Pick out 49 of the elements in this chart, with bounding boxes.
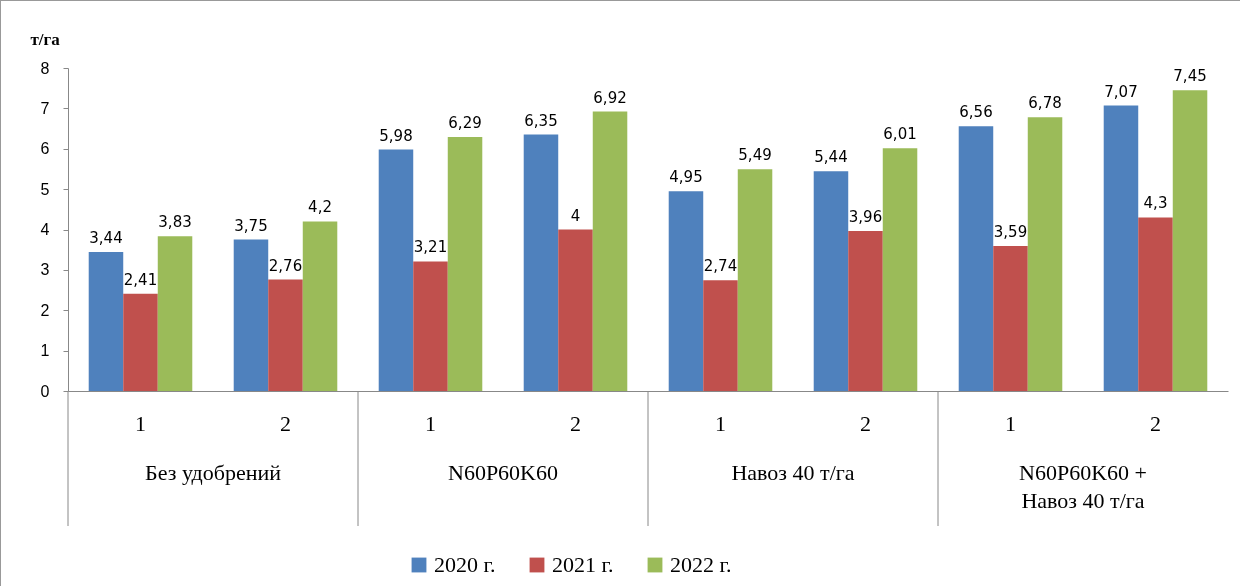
x-tick-label: 2 (280, 410, 291, 436)
data-label: 4,95 (669, 168, 703, 187)
x-tick-label: 1 (425, 410, 436, 436)
x-tick-label: 1 (1005, 410, 1016, 436)
text: N60P60K60 (447, 460, 559, 485)
data-label: 3,59 (993, 223, 1028, 242)
legend-label: 2020 г. (434, 552, 496, 577)
y-tick-label: 8 (40, 59, 50, 77)
data-label: 5,98 (379, 126, 413, 145)
data-label: 5,44 (814, 148, 848, 167)
data-label: 6,01 (883, 125, 917, 144)
data-label: 3,75 (234, 216, 268, 235)
legend-label: 2022 г. (670, 552, 732, 577)
text: Навоз 40 т/га (731, 460, 855, 485)
text: N60P60K60 + Навоз 40 т/га (1019, 460, 1147, 513)
y-tick-label: 2 (40, 301, 50, 319)
data-label: 4 (570, 206, 581, 225)
data-label: 6,29 (448, 114, 482, 133)
data-label: 3,44 (89, 229, 123, 248)
data-label: 6,92 (593, 88, 627, 107)
data-label: 3,21 (413, 238, 448, 257)
data-label: 6,56 (959, 103, 993, 122)
data-label: 5,49 (738, 146, 772, 165)
y-tick-label: 7 (40, 99, 50, 117)
x-tick-label: 2 (860, 410, 871, 436)
legend-label: 2021 г. (552, 552, 614, 577)
y-tick-label: 4 (40, 221, 50, 238)
text: Без удобрений (145, 460, 282, 485)
y-tick-label: 6 (40, 140, 50, 158)
x-tick-label: 1 (135, 410, 146, 436)
y-tick-label: 5 (40, 180, 50, 198)
data-label: 2,74 (703, 257, 738, 276)
data-label: 6,78 (1028, 94, 1062, 113)
y-axis-title: т/га (30, 29, 61, 49)
data-label: 6,35 (524, 111, 558, 130)
x-tick-label: 2 (570, 410, 581, 436)
data-label: 2,41 (123, 270, 158, 289)
data-label: 4,2 (308, 198, 332, 217)
y-tick-label: 1 (40, 342, 50, 360)
data-label: 7,45 (1173, 67, 1207, 86)
y-tick-label: 0 (40, 382, 50, 400)
data-label: 2,76 (268, 256, 303, 275)
data-label: 7,07 (1104, 82, 1138, 101)
data-label: 3,83 (158, 213, 192, 232)
x-tick-label: 2 (1150, 410, 1161, 436)
data-label: 3,96 (848, 208, 883, 227)
x-tick-label: 1 (715, 410, 726, 436)
data-label: 4,3 (1143, 194, 1168, 213)
y-tick-label: 3 (40, 261, 50, 279)
